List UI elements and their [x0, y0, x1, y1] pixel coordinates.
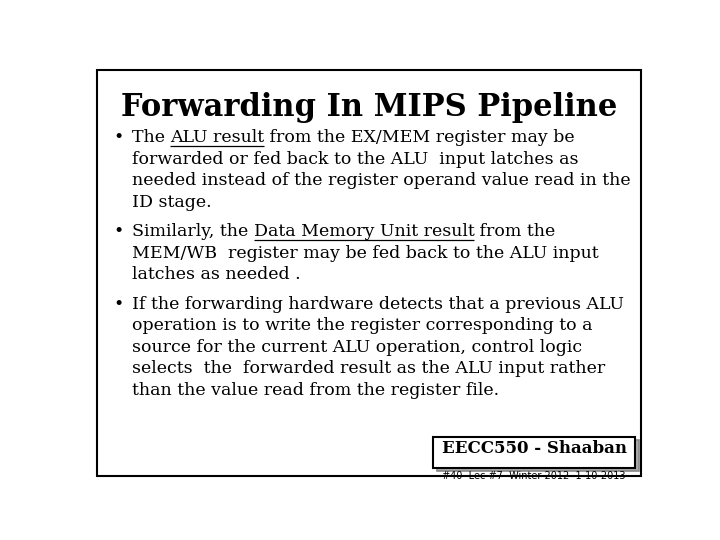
Text: Data Memory Unit result: Data Memory Unit result — [253, 223, 474, 240]
Text: Forwarding In MIPS Pipeline: Forwarding In MIPS Pipeline — [121, 92, 617, 123]
Text: MEM/WB  register may be fed back to the ALU input: MEM/WB register may be fed back to the A… — [132, 245, 598, 262]
Text: ID stage.: ID stage. — [132, 194, 212, 211]
Text: latches as needed .: latches as needed . — [132, 266, 300, 284]
Text: from the: from the — [474, 223, 556, 240]
Text: needed instead of the register operand value read in the: needed instead of the register operand v… — [132, 172, 631, 190]
Text: source for the current ALU operation, control logic: source for the current ALU operation, co… — [132, 339, 582, 356]
Text: ALU result: ALU result — [171, 129, 264, 146]
Text: than the value read from the register file.: than the value read from the register fi… — [132, 382, 499, 399]
Text: from the EX/MEM register may be: from the EX/MEM register may be — [264, 129, 575, 146]
Bar — [433, 437, 635, 468]
Text: #40  Lec #7  Winter 2012  1-10-2013: #40 Lec #7 Winter 2012 1-10-2013 — [442, 471, 626, 481]
Text: selects  the  forwarded result as the ALU input rather: selects the forwarded result as the ALU … — [132, 360, 605, 377]
Text: The: The — [132, 129, 171, 146]
Bar — [437, 440, 639, 471]
Text: If the forwarding hardware detects that a previous ALU: If the forwarding hardware detects that … — [132, 295, 624, 313]
Text: operation is to write the register corresponding to a: operation is to write the register corre… — [132, 317, 593, 334]
Text: forwarded or fed back to the ALU  input latches as: forwarded or fed back to the ALU input l… — [132, 151, 578, 168]
Text: •: • — [114, 129, 124, 146]
Text: •: • — [114, 223, 124, 240]
Text: •: • — [114, 295, 124, 313]
Text: Similarly, the: Similarly, the — [132, 223, 253, 240]
Text: EECC550 - Shaaban: EECC550 - Shaaban — [441, 440, 626, 457]
